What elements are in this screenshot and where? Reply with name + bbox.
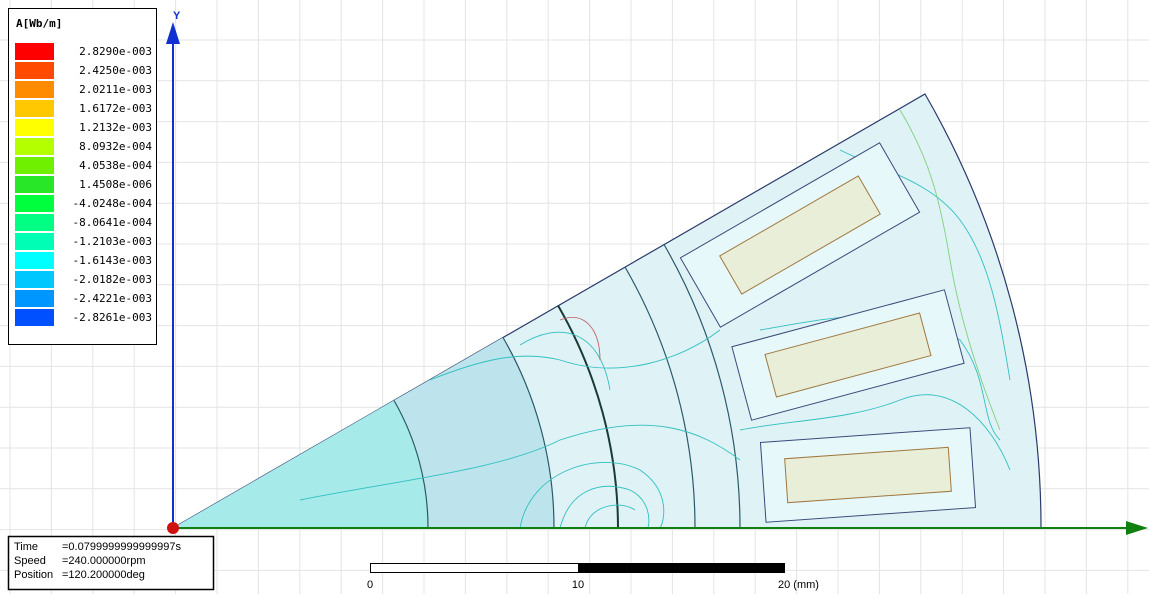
legend-label: -4.0248e-004 [73, 197, 153, 210]
y-axis-label: Y [173, 10, 181, 22]
field-plot-view: Y A[Wb/m] 2.8290e-003 2.4250e-003 2.0211e-… [0, 0, 1149, 594]
info-value: =120.200000deg [62, 569, 145, 581]
scale-label: 10 [572, 579, 584, 591]
legend-label: -1.2103e-003 [73, 235, 152, 248]
legend-label: 2.8290e-003 [79, 45, 152, 58]
legend-label: -2.0182e-003 [73, 273, 152, 286]
legend-label: 4.0538e-004 [79, 159, 152, 172]
legend-swatch [15, 62, 54, 79]
legend-swatch [15, 290, 54, 307]
info-label: Position [14, 569, 53, 581]
legend-swatch [15, 195, 54, 212]
info-box: Time =0.0799999999999997s Speed =240.000000… [9, 537, 214, 590]
scale-label: 20 (mm) [778, 579, 819, 591]
legend-swatch [15, 119, 54, 136]
legend: A[Wb/m] 2.8290e-003 2.4250e-003 2.0211e-00… [9, 9, 157, 345]
legend-swatch [15, 81, 54, 98]
legend-label: 2.4250e-003 [79, 64, 152, 77]
geometry [173, 94, 1041, 528]
legend-swatch [15, 43, 54, 60]
legend-label: 8.0932e-004 [79, 140, 152, 153]
legend-label: 1.2132e-003 [79, 121, 152, 134]
legend-swatch [15, 233, 54, 250]
legend-title: A[Wb/m] [16, 17, 62, 30]
scale-bar: 0 10 20 (mm) [367, 563, 819, 591]
info-value: =0.0799999999999997s [62, 541, 181, 553]
info-label: Speed [14, 555, 46, 567]
legend-label: -2.4221e-003 [73, 292, 152, 305]
legend-swatch [15, 252, 54, 269]
legend-swatch [15, 138, 54, 155]
legend-swatch [15, 271, 54, 288]
legend-swatch [15, 157, 54, 174]
scale-label: 0 [367, 579, 373, 591]
legend-label: 1.6172e-003 [79, 102, 152, 115]
legend-swatch [15, 100, 54, 117]
legend-swatch [15, 309, 54, 326]
legend-swatch [15, 214, 54, 231]
info-label: Time [14, 541, 38, 553]
legend-swatch [15, 176, 54, 193]
legend-label: 1.4508e-006 [79, 178, 152, 191]
legend-label: 2.0211e-003 [79, 83, 152, 96]
legend-label: -1.6143e-003 [73, 254, 152, 267]
info-value: =240.000000rpm [62, 555, 145, 567]
legend-label: -8.0641e-004 [73, 216, 153, 229]
legend-label: -2.8261e-003 [73, 311, 152, 324]
